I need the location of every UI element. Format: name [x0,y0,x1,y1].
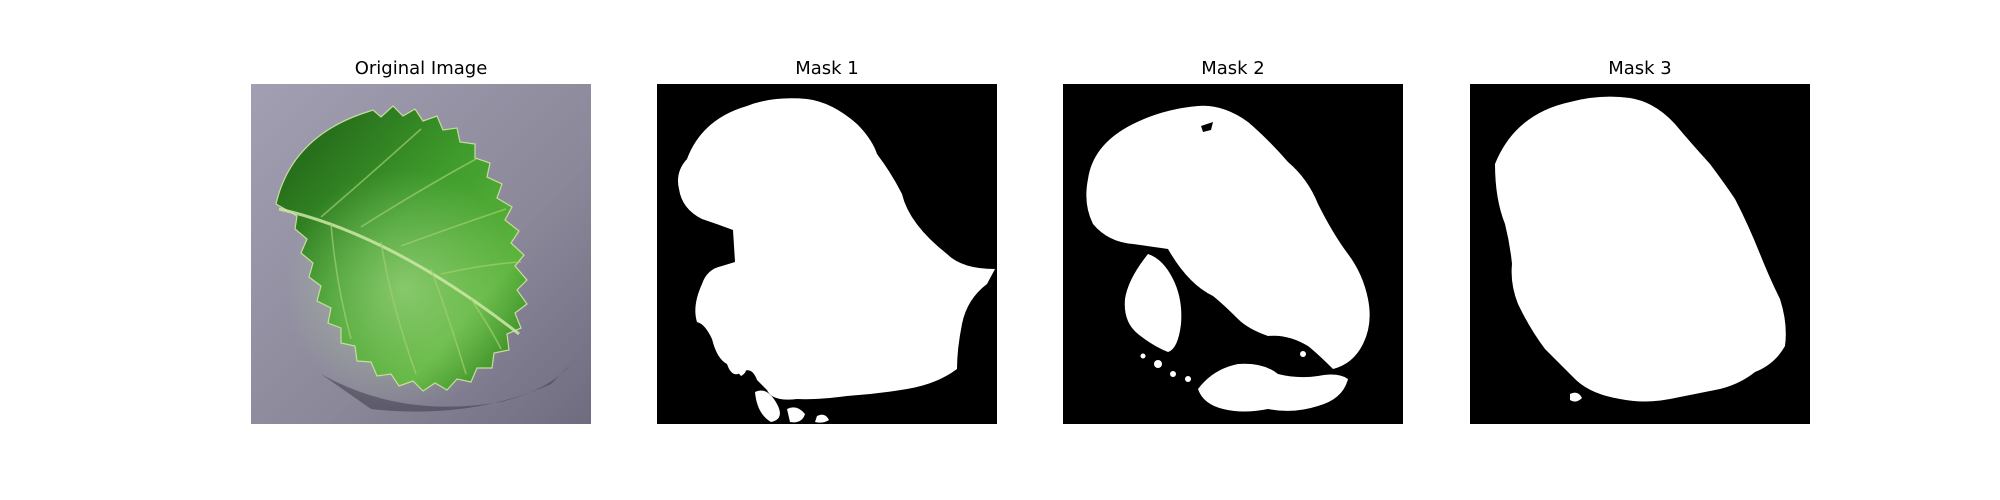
mask-image [1470,84,1810,424]
panel-mask-2: Mask 2 [1063,56,1403,424]
panel-title: Mask 3 [1608,58,1672,79]
panel-title: Original Image [354,58,488,79]
panel-title: Mask 2 [1201,58,1265,79]
mask-image [657,84,997,424]
mask-image [1063,84,1403,424]
panel-mask-3: Mask 3 [1470,56,1810,424]
panel-mask-1: Mask 1 [657,56,997,424]
leaf-photo [251,84,591,424]
panel-title: Mask 1 [795,58,859,79]
panel-original-image: Original Image [251,56,591,424]
